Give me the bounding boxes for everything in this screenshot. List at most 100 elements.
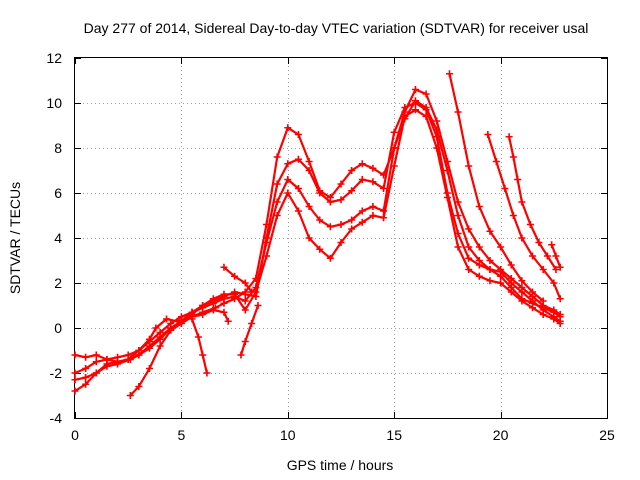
data-point <box>497 266 505 273</box>
data-point <box>369 164 377 172</box>
data-point <box>433 133 441 141</box>
data-point <box>248 320 256 327</box>
data-point <box>126 356 134 363</box>
data-point <box>114 360 122 368</box>
y-tick-label: -4 <box>50 410 63 426</box>
data-point <box>92 351 100 359</box>
data-point <box>156 335 164 343</box>
data-point <box>380 207 388 215</box>
data-point <box>284 189 292 197</box>
data-point <box>539 266 547 273</box>
y-tick-label: 12 <box>46 50 62 66</box>
data-point <box>135 347 143 354</box>
series-line <box>508 135 558 271</box>
data-point <box>241 297 249 305</box>
data-point <box>548 241 556 249</box>
series-track-3 <box>71 106 564 384</box>
data-point <box>475 272 483 280</box>
data-point <box>411 99 419 107</box>
data-point <box>443 194 451 201</box>
data-point <box>145 344 153 352</box>
data-point <box>465 243 473 251</box>
data-point <box>241 290 249 298</box>
series-track-11 <box>505 133 560 273</box>
data-point <box>209 306 217 314</box>
data-point <box>550 279 558 287</box>
data-point <box>509 153 517 161</box>
data-point <box>348 187 356 195</box>
data-point <box>518 284 526 291</box>
data-point <box>454 198 462 206</box>
data-point <box>199 311 207 318</box>
data-point <box>529 304 537 312</box>
data-point <box>422 106 430 114</box>
chart-title: Day 277 of 2014, Sidereal Day-to-day VTE… <box>84 20 589 36</box>
data-point <box>273 198 281 206</box>
data-point <box>273 153 281 161</box>
data-point <box>124 351 132 359</box>
data-point <box>486 277 494 285</box>
data-point <box>305 158 313 165</box>
data-point <box>71 376 79 384</box>
data-point <box>231 272 239 280</box>
data-point <box>539 297 547 305</box>
data-point <box>263 239 271 246</box>
data-point <box>358 218 366 226</box>
data-point <box>337 180 345 188</box>
data-point <box>305 234 313 242</box>
data-point <box>465 225 473 233</box>
data-point <box>556 295 564 303</box>
series-track-9 <box>446 70 547 305</box>
data-point <box>380 185 388 192</box>
data-point <box>484 131 492 138</box>
data-point <box>514 176 522 183</box>
data-point <box>82 380 90 388</box>
data-point <box>71 369 79 377</box>
data-point <box>497 243 505 251</box>
data-point <box>529 252 537 260</box>
series-track-6 <box>188 315 211 377</box>
y-tick-label: 6 <box>54 185 62 201</box>
data-point <box>82 365 90 372</box>
data-point <box>209 299 217 307</box>
data-point <box>237 351 245 359</box>
data-point <box>422 90 430 98</box>
data-point <box>177 313 185 321</box>
data-point <box>501 185 509 192</box>
data-point <box>188 315 196 323</box>
data-point <box>454 212 462 219</box>
data-point <box>273 180 281 188</box>
data-point <box>348 225 356 233</box>
data-point <box>231 293 239 300</box>
data-point <box>446 70 454 78</box>
data-point <box>316 245 324 253</box>
axis-ticks <box>75 58 608 419</box>
data-point <box>505 133 513 141</box>
series-line <box>222 266 253 294</box>
plot-frame <box>74 57 608 419</box>
data-point <box>507 288 515 296</box>
data-point <box>518 297 526 305</box>
data-point <box>380 214 388 222</box>
x-tick-label: 10 <box>280 427 296 443</box>
data-point <box>294 207 302 215</box>
data-point <box>126 392 134 399</box>
data-point <box>326 254 334 262</box>
data-point <box>369 212 377 219</box>
data-point <box>273 212 281 219</box>
data-point <box>156 342 164 350</box>
data-point <box>337 221 345 228</box>
data-point <box>224 317 232 325</box>
series-track-5 <box>126 306 232 399</box>
data-point <box>529 288 537 296</box>
grid <box>75 58 607 418</box>
data-point <box>486 266 494 273</box>
series-track-8 <box>237 302 262 359</box>
data-point <box>465 254 473 262</box>
data-point <box>152 324 160 332</box>
data-point <box>71 387 79 395</box>
y-tick-label: -2 <box>50 365 63 381</box>
data-point <box>294 155 302 163</box>
data-point <box>82 374 90 381</box>
data-point <box>465 162 473 170</box>
